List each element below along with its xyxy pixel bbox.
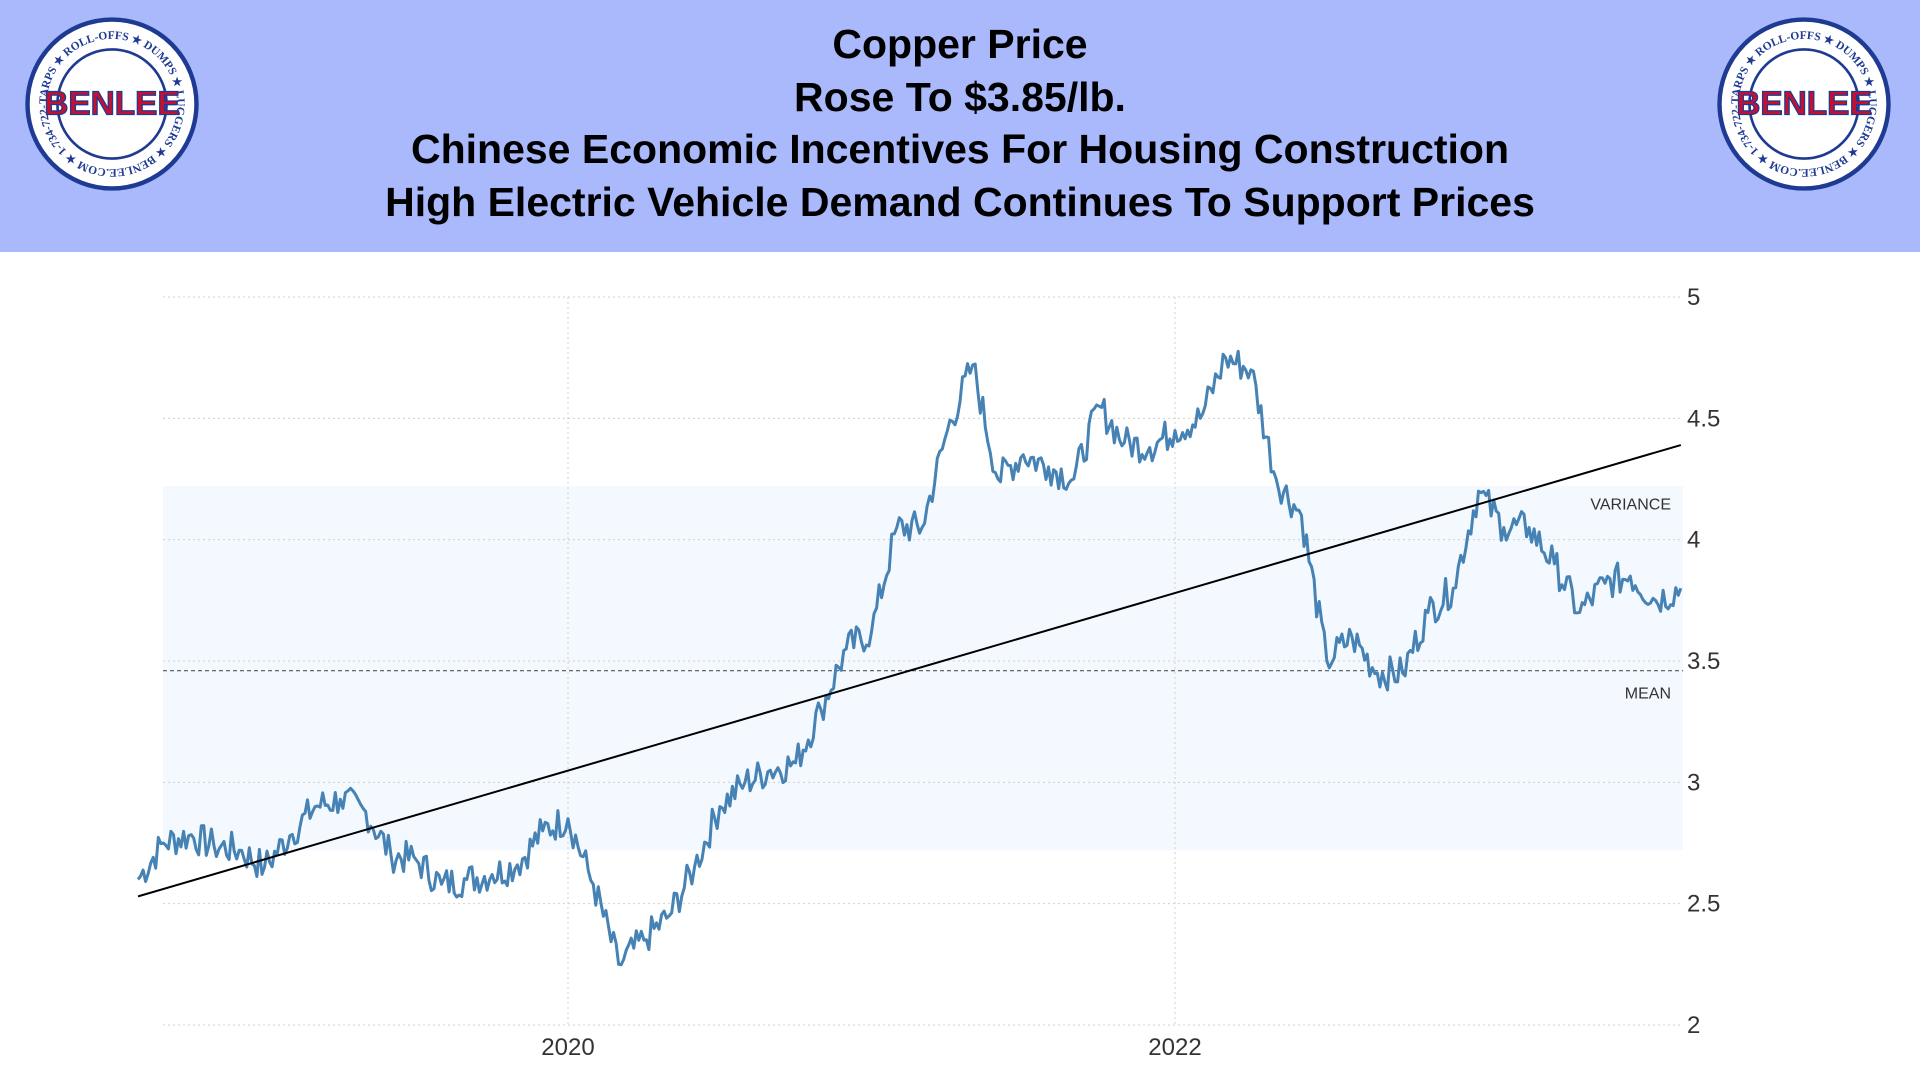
variance-band bbox=[163, 486, 1683, 851]
y-tick-label: 2.5 bbox=[1687, 891, 1720, 918]
logo-text: BENLEE bbox=[1736, 86, 1872, 123]
title-line-4: High Electric Vehicle Demand Continues T… bbox=[385, 178, 1535, 225]
y-tick-label: 3.5 bbox=[1687, 648, 1720, 675]
variance-label: VARIANCE bbox=[1590, 496, 1671, 513]
y-tick-label: 5 bbox=[1687, 284, 1700, 311]
benlee-logo-left: TARPS ★ ROLL-OFFS ★ DUMPS ★ LUGGERS ★ BE… bbox=[24, 16, 199, 191]
logo-text: BENLEE bbox=[44, 86, 180, 123]
title-block: Copper Price Rose To $3.85/lb. Chinese E… bbox=[300, 18, 1620, 228]
title-line-2: Rose To $3.85/lb. bbox=[794, 73, 1126, 120]
trend-line bbox=[137, 444, 1682, 898]
y-tick-label: 4 bbox=[1687, 527, 1700, 554]
y-tick-label: 4.5 bbox=[1687, 405, 1720, 432]
copper-price-chart: 2 2.5 3 3.5 4 4.5 5 2020 2022 MEAN VARIANCE bbox=[136, 284, 1720, 1061]
title-line-1: Copper Price bbox=[832, 21, 1088, 67]
title-line-3: Chinese Economic Incentives For Housing … bbox=[410, 126, 1510, 172]
price-series-line bbox=[136, 349, 1683, 967]
x-tick-label: 2022 bbox=[1148, 1034, 1201, 1061]
x-tick-label: 2020 bbox=[541, 1034, 594, 1061]
title-banner: Copper Price Rose To $3.85/lb. Chinese E… bbox=[0, 0, 1920, 252]
y-tick-label: 3 bbox=[1687, 769, 1700, 796]
y-tick-label: 2 bbox=[1687, 1012, 1700, 1039]
benlee-logo-right: TARPS ★ ROLL-OFFS ★ DUMPS ★ LUGGERS ★ BE… bbox=[1716, 16, 1891, 191]
mean-label: MEAN bbox=[1625, 686, 1671, 703]
